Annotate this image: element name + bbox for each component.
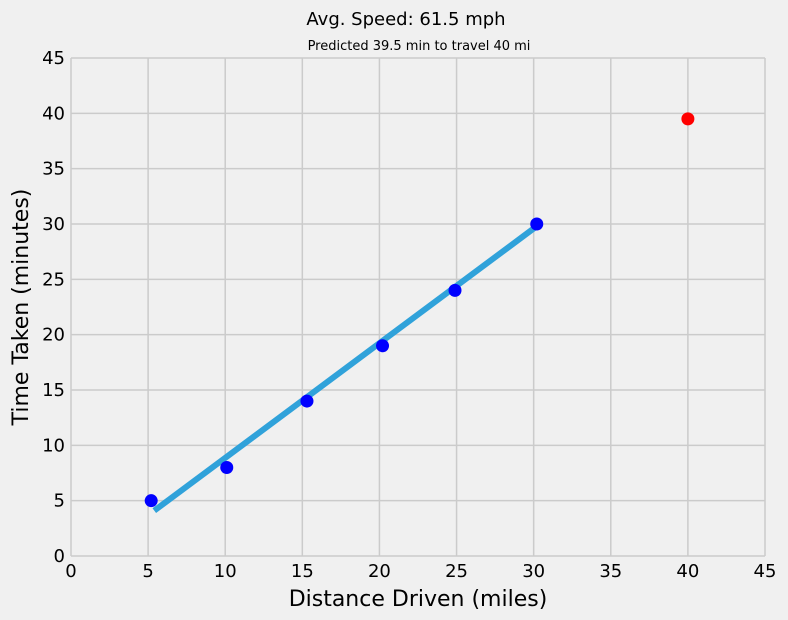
fit-line (152, 223, 539, 514)
y-tick-label: 40 (42, 103, 65, 124)
x-tick-label: 5 (142, 561, 153, 582)
y-tick-label: 45 (42, 48, 65, 69)
y-tick-label: 25 (42, 269, 65, 290)
y-tick-label: 35 (42, 159, 65, 180)
y-tick-label: 15 (42, 380, 65, 401)
y-axis-label: Time Taken (minutes) (9, 189, 34, 427)
chart-subtitle: Predicted 39.5 min to travel 40 mi (308, 39, 531, 54)
prediction-point (681, 112, 695, 126)
chart-title: Avg. Speed: 61.5 mph (306, 9, 505, 30)
data-point (144, 494, 158, 508)
x-tick-label: 20 (368, 561, 391, 582)
data-points (144, 112, 695, 508)
data-point (530, 217, 544, 231)
grid-lines (70, 57, 766, 557)
x-tick-label: 10 (214, 561, 237, 582)
y-tick-label: 5 (54, 491, 65, 512)
x-tick-label: 40 (676, 561, 699, 582)
x-tick-label: 15 (291, 561, 314, 582)
y-tick-label: 20 (42, 325, 65, 346)
data-point (376, 339, 390, 353)
data-point (220, 460, 234, 474)
y-tick-label: 0 (54, 546, 65, 567)
y-tick-label: 30 (42, 214, 65, 235)
x-tick-label: 45 (754, 561, 777, 582)
x-tick-label: 30 (522, 561, 545, 582)
data-point (448, 283, 462, 297)
regression-lines (152, 223, 539, 514)
x-tick-label: 25 (445, 561, 468, 582)
data-point (300, 394, 314, 408)
y-tick-label: 10 (42, 435, 65, 456)
x-tick-label: 35 (599, 561, 622, 582)
x-axis-label: Distance Driven (miles) (289, 587, 548, 612)
tick-labels: 0 5 10 15 20 25 30 35 40 45 0 5 10 15 20 25 30 35 40 45 (42, 48, 776, 582)
x-tick-label: 0 (65, 561, 76, 582)
